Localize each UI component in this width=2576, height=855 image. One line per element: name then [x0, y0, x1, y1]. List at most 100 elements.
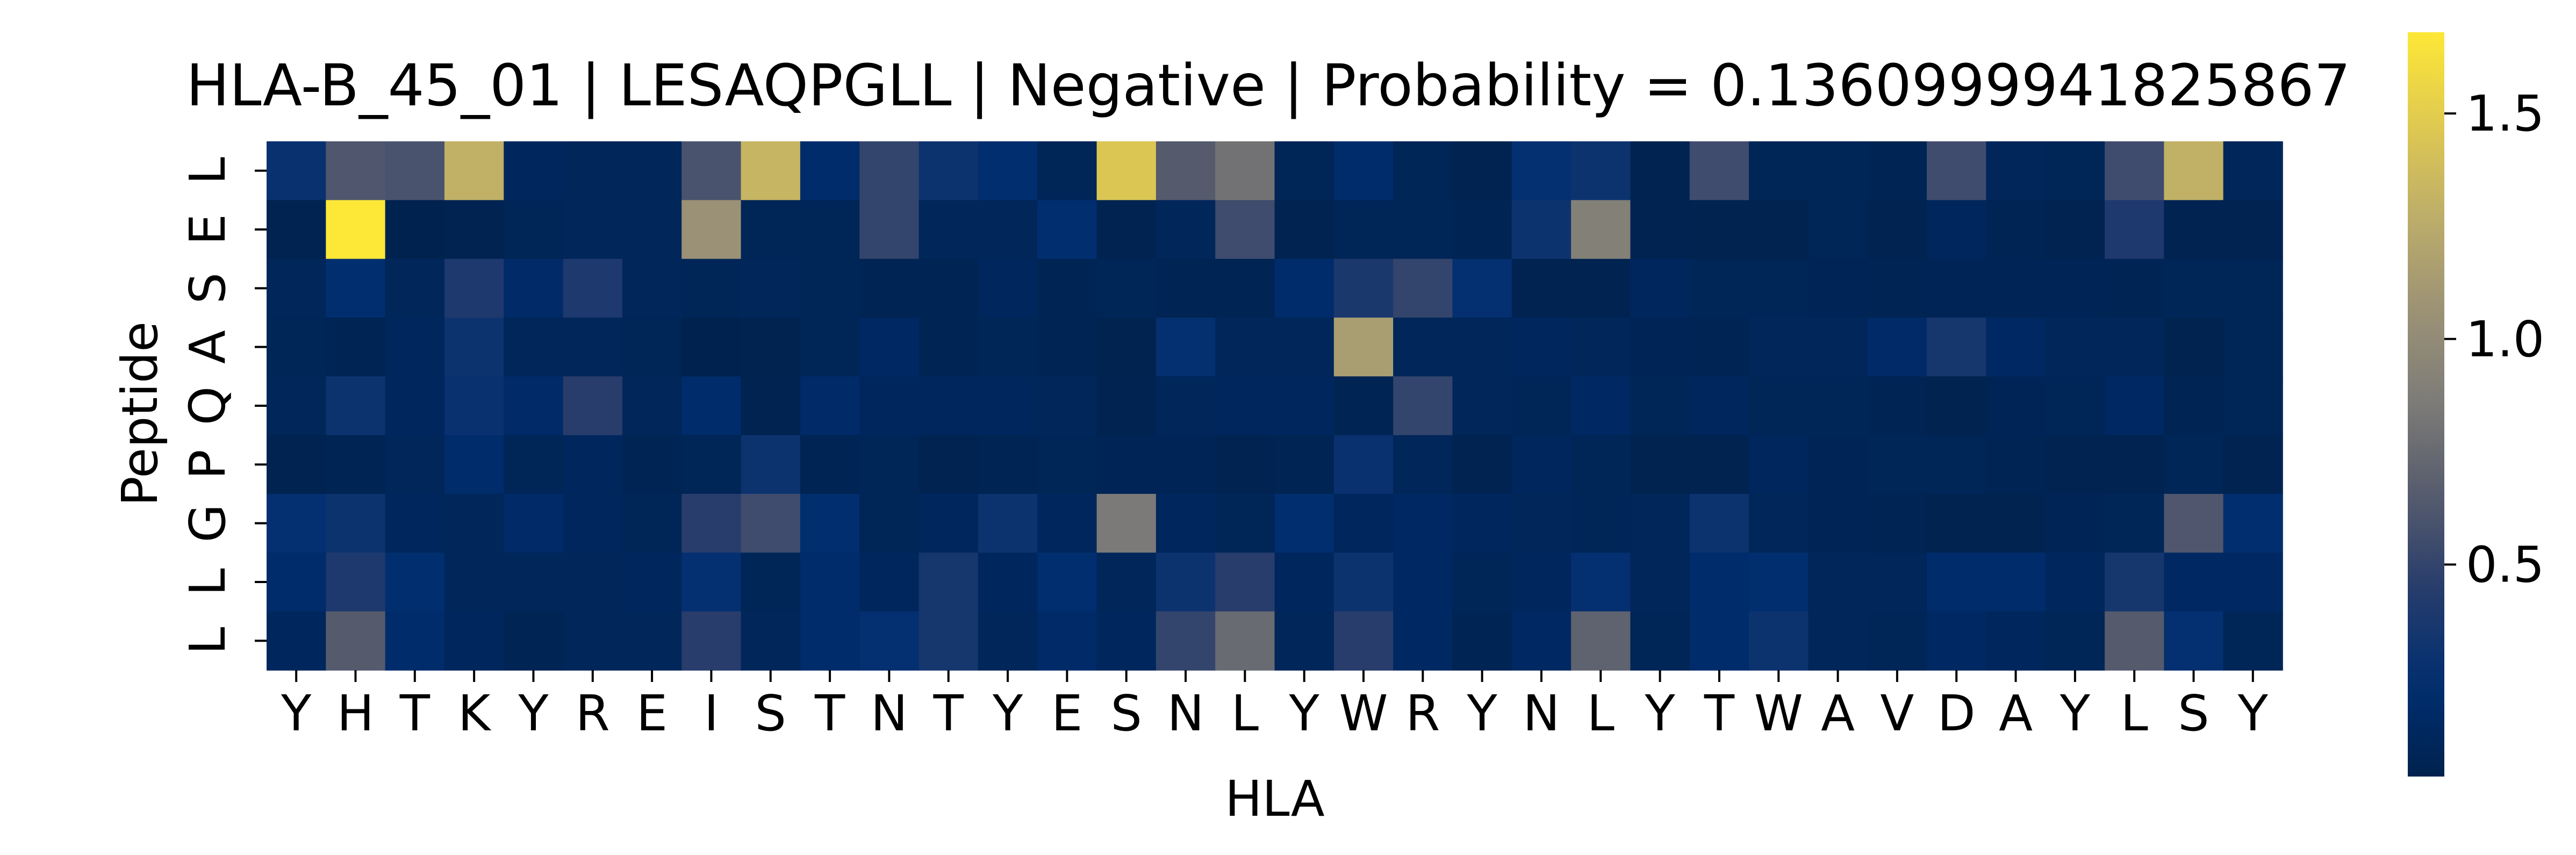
heatmap-cell — [2105, 258, 2165, 318]
heatmap-cell — [622, 376, 683, 436]
heatmap-cell — [1393, 318, 1453, 377]
heatmap-cell — [2105, 318, 2165, 377]
heatmap-cell — [444, 200, 505, 260]
heatmap-cell — [1393, 494, 1453, 554]
heatmap-cell — [1156, 258, 1216, 318]
heatmap-cell — [859, 552, 920, 612]
heatmap-cell — [385, 200, 445, 260]
heatmap-cell — [504, 435, 564, 494]
heatmap-cell — [2105, 200, 2165, 260]
heatmap-cell — [1096, 435, 1157, 494]
heatmap-cell — [1867, 435, 1927, 494]
heatmap-cell — [1630, 376, 1690, 436]
heatmap-cell — [622, 494, 683, 554]
heatmap-cell — [1452, 376, 1512, 436]
heatmap-cell — [859, 494, 920, 554]
heatmap-cell — [1274, 258, 1334, 318]
heatmap-cell — [2045, 141, 2105, 201]
heatmap-cell — [919, 494, 979, 554]
heatmap-cell — [385, 552, 445, 612]
heatmap-cell — [800, 611, 860, 671]
heatmap-cell — [2223, 318, 2283, 377]
x-tick-label: Y — [2060, 685, 2091, 742]
heatmap-cell — [1571, 141, 1631, 201]
heatmap-cell — [1452, 611, 1512, 671]
heatmap-cell — [1689, 552, 1749, 612]
heatmap-cell — [1749, 611, 1809, 671]
heatmap-cell — [622, 435, 683, 494]
x-tick-label: S — [755, 685, 786, 742]
heatmap-cell — [2164, 494, 2224, 554]
x-tick-label: V — [1880, 685, 1914, 742]
heatmap-cell — [800, 141, 860, 201]
heatmap-cell — [1333, 318, 1394, 377]
heatmap-cell — [2223, 141, 2283, 201]
heatmap-cell — [1274, 552, 1334, 612]
heatmap-cell — [1749, 494, 1809, 554]
x-tick-label: H — [337, 685, 374, 742]
heatmap-cell — [326, 258, 386, 318]
heatmap-cell — [1927, 258, 1987, 318]
heatmap-cell — [326, 200, 386, 260]
x-tick-label: K — [458, 685, 492, 742]
heatmap-cell — [1986, 435, 2046, 494]
heatmap-cell — [622, 611, 683, 671]
heatmap-cell — [1689, 141, 1749, 201]
heatmap-cell — [681, 494, 742, 554]
heatmap-cell — [1274, 435, 1334, 494]
x-tick-label: T — [814, 685, 845, 742]
x-tick-label: Y — [518, 685, 549, 742]
heatmap-cell — [2045, 611, 2105, 671]
heatmap-cell — [1333, 494, 1394, 554]
heatmap-cell — [800, 200, 860, 260]
heatmap-cell — [2105, 435, 2165, 494]
heatmap-cell — [1096, 258, 1157, 318]
x-tick-label: E — [636, 685, 668, 742]
heatmap-cell — [622, 141, 683, 201]
heatmap-cell — [267, 318, 327, 377]
heatmap-cell — [800, 494, 860, 554]
heatmap-cell — [504, 611, 564, 671]
heatmap-cell — [1808, 552, 1868, 612]
heatmap-cell — [1571, 611, 1631, 671]
heatmap-cell — [1037, 611, 1097, 671]
heatmap-cell — [1689, 611, 1749, 671]
heatmap-cell — [1156, 435, 1216, 494]
heatmap-cell — [444, 376, 505, 436]
heatmap-cell — [2045, 435, 2105, 494]
heatmap-cell — [1156, 318, 1216, 377]
heatmap-cell — [1927, 376, 1987, 436]
heatmap-cell — [741, 318, 801, 377]
heatmap-cell — [859, 200, 920, 260]
heatmap-cell — [622, 258, 683, 318]
heatmap-cell — [1096, 552, 1157, 612]
heatmap-cell — [563, 376, 623, 436]
heatmap-cell — [1274, 200, 1334, 260]
heatmap-cell — [1808, 611, 1868, 671]
heatmap-cell — [2164, 435, 2224, 494]
heatmap-cell — [504, 376, 564, 436]
x-tick-label: T — [399, 685, 430, 742]
heatmap-cell — [385, 435, 445, 494]
heatmap-cell — [2105, 376, 2165, 436]
heatmap-cell — [1689, 318, 1749, 377]
heatmap-cell — [1274, 376, 1334, 436]
heatmap-cell — [1808, 376, 1868, 436]
heatmap-cell — [563, 258, 623, 318]
x-tick-label: R — [1405, 685, 1440, 742]
heatmap-cell — [2223, 552, 2283, 612]
heatmap-cell — [444, 494, 505, 554]
x-tick-label: R — [576, 685, 610, 742]
heatmap-cell — [326, 494, 386, 554]
heatmap-cell — [1511, 552, 1572, 612]
heatmap-cell — [1215, 552, 1275, 612]
heatmap-cell — [267, 200, 327, 260]
heatmap-cell — [1452, 318, 1512, 377]
heatmap-cell — [919, 318, 979, 377]
x-tick-label: N — [871, 685, 908, 742]
heatmap-cell — [1986, 494, 2046, 554]
heatmap-cell — [2045, 376, 2105, 436]
heatmap-cell — [1511, 494, 1572, 554]
heatmap-cell — [800, 552, 860, 612]
